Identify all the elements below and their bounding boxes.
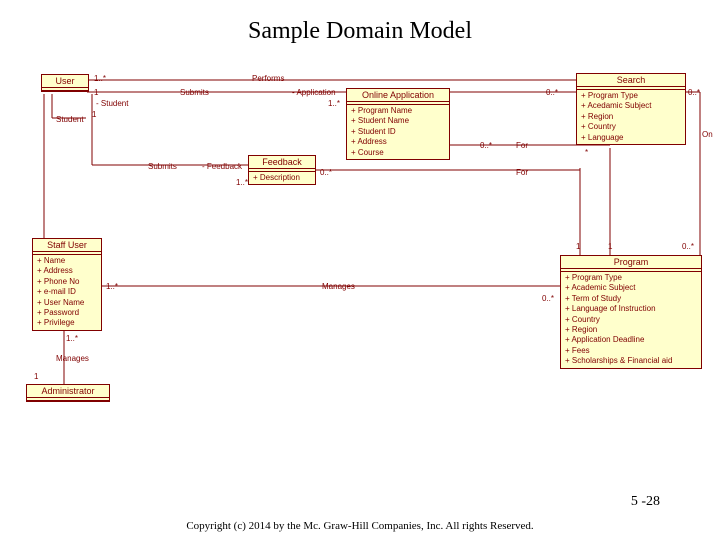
class-body: + Description [249,172,315,184]
label-l24: 1..* [106,282,118,291]
class-feedback: Feedback + Description [248,155,316,185]
label-l1: 1..* [94,74,106,83]
class-title: Administrator [27,385,109,398]
class-body: + Program Name + Student Name + Student … [347,105,449,159]
label-l29: 1 [34,372,38,381]
label-l23: 0..* [682,242,694,251]
label-l14: On [702,130,713,139]
label-l10: Student [56,115,84,124]
class-administrator: Administrator [26,384,110,402]
label-l13: For [516,141,528,150]
class-search: Search + Program Type + Acedamic Subject … [576,73,686,145]
class-body: + Program Type + Acedamic Subject + Regi… [577,90,685,144]
label-l15: * [585,148,588,157]
label-l22: 1 [608,242,612,251]
label-l5: - Application [292,88,336,97]
label-l17: - Feedback [202,162,242,171]
label-l27: 1..* [66,334,78,343]
label-l21: 1 [576,242,580,251]
label-l12: 0..* [480,141,492,150]
label-l9: 1..* [328,99,340,108]
class-user: User [41,74,89,92]
class-title: Staff User [33,239,101,252]
class-program: Program + Program Type + Academic Subject… [560,255,702,369]
class-title: Search [577,74,685,87]
label-l7: 0..* [688,88,700,97]
label-l18: 1..* [236,178,248,187]
class-title: Program [561,256,701,269]
label-l26: 0..* [542,294,554,303]
label-l2: Performs [252,74,284,83]
label-l11: 1 [92,110,96,119]
page-title: Sample Domain Model [0,18,720,45]
class-title: Feedback [249,156,315,169]
label-l3: 1 [94,88,98,97]
label-l16: Submits [148,162,177,171]
label-l6: 0..* [546,88,558,97]
label-l4: Submits [180,88,209,97]
class-title: User [42,75,88,88]
label-l19: 0..* [320,168,332,177]
label-l25: Manages [322,282,355,291]
class-online_app: Online Application + Program Name + Stude… [346,88,450,160]
class-title: Online Application [347,89,449,102]
label-l28: Manages [56,354,89,363]
copyright: Copyright (c) 2014 by the Mc. Graw-Hill … [0,520,720,532]
class-body: + Program Type + Academic Subject + Term… [561,272,701,368]
class-body: + Name + Address + Phone No + e-mail ID … [33,255,101,330]
slide-number: 5 -28 [631,494,660,510]
label-l8: - Student [96,99,128,108]
class-staff_user: Staff User + Name + Address + Phone No + … [32,238,102,331]
label-l20: For [516,168,528,177]
